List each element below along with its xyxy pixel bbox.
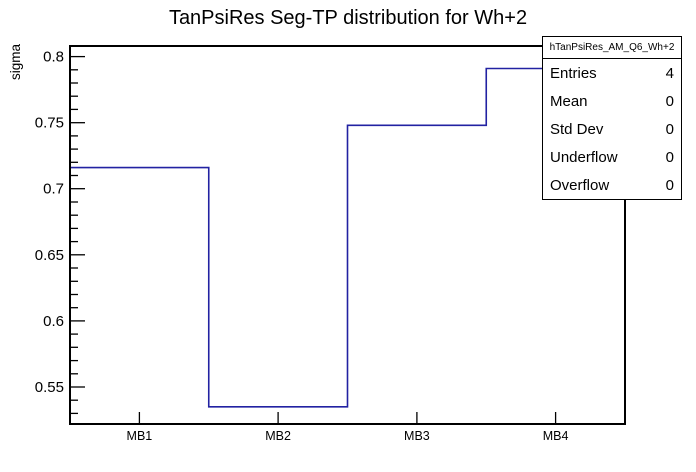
stats-label: Std Dev — [550, 120, 604, 138]
x-tick-label: MB2 — [265, 429, 291, 443]
stats-label: Entries — [550, 64, 597, 82]
stats-value: 0 — [665, 148, 674, 166]
y-tick-label: 0.6 — [43, 313, 64, 330]
stats-value: 4 — [665, 64, 674, 82]
stats-title: hTanPsiRes_AM_Q6_Wh+2 — [543, 37, 681, 59]
stats-value: 0 — [665, 176, 674, 194]
stats-row-stddev: Std Dev 0 — [543, 115, 681, 143]
y-tick-label: 0.55 — [35, 379, 64, 396]
stats-value: 0 — [665, 120, 674, 138]
x-tick-label: MB1 — [127, 429, 153, 443]
stats-row-underflow: Underflow 0 — [543, 143, 681, 171]
chart-title: TanPsiRes Seg-TP distribution for Wh+2 — [168, 7, 528, 29]
stats-box: hTanPsiRes_AM_Q6_Wh+2 Entries 4 Mean 0 S… — [542, 36, 682, 200]
stats-value: 0 — [665, 92, 674, 110]
x-tick-label: MB4 — [543, 429, 569, 443]
stats-row-entries: Entries 4 — [543, 59, 681, 87]
stats-label: Mean — [550, 92, 588, 110]
y-tick-label: 0.65 — [35, 247, 64, 264]
y-tick-label: 0.75 — [35, 115, 64, 132]
stats-row-overflow: Overflow 0 — [543, 171, 681, 199]
stats-label: Overflow — [550, 176, 610, 194]
y-tick-label: 0.7 — [43, 181, 64, 198]
y-tick-label: 0.8 — [43, 49, 64, 66]
stats-label: Underflow — [550, 148, 618, 166]
x-tick-label: MB3 — [404, 429, 430, 443]
stats-row-mean: Mean 0 — [543, 87, 681, 115]
plot-frame — [69, 45, 626, 425]
